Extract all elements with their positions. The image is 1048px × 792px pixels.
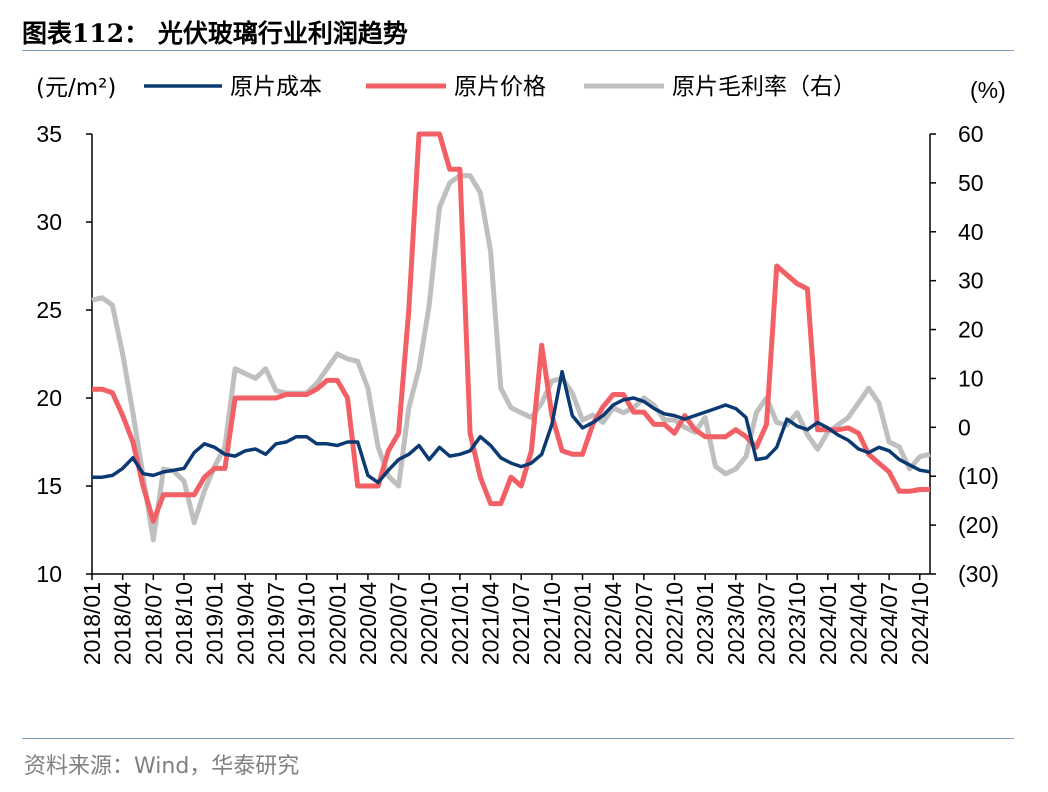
- x-tick-label: 2019/01: [202, 582, 228, 665]
- right-y-tick-label: 30: [958, 268, 984, 294]
- x-tick-label: 2023/04: [723, 582, 749, 665]
- left-y-tick-label: 35: [36, 121, 62, 147]
- x-tick-label: 2021/01: [447, 582, 473, 665]
- chart-title: 图表112： 光伏玻璃行业利润趋势: [22, 19, 408, 48]
- x-tick-label: 2021/10: [539, 582, 565, 665]
- x-tick-label: 2020/01: [324, 582, 350, 665]
- x-tick-label: 2024/04: [845, 582, 871, 665]
- x-tick-label: 2024/07: [876, 582, 902, 665]
- right-y-tick-label: 10: [958, 365, 984, 391]
- x-tick-label: 2018/10: [171, 582, 197, 665]
- footer-divider: [22, 738, 1014, 739]
- x-tick-label: 2022/07: [631, 582, 657, 665]
- chart-plot-area: [91, 131, 931, 543]
- left-y-tick-label: 10: [36, 561, 62, 587]
- left-y-tick-label: 25: [36, 297, 62, 323]
- right-y-tick-label: (20): [958, 512, 999, 538]
- right-y-tick-label: 0: [958, 414, 971, 440]
- x-tick-label: 2021/07: [508, 582, 534, 665]
- source-note: 资料来源：Wind，华泰研究: [24, 754, 300, 779]
- series-line-margin: [91, 173, 931, 543]
- x-tick-label: 2021/04: [478, 582, 504, 665]
- left-y-tick-label: 20: [36, 385, 62, 411]
- left-y-tick-label: 30: [36, 209, 62, 235]
- x-tick-label: 2023/01: [692, 582, 718, 665]
- right-y-tick-label: (30): [958, 561, 999, 587]
- title-divider: [22, 50, 1014, 51]
- left-axis-unit: (元/m²): [36, 75, 116, 101]
- x-tick-label: 2022/04: [600, 582, 626, 665]
- x-tick-label: 2023/10: [784, 582, 810, 665]
- x-tick-label: 2019/07: [263, 582, 289, 665]
- x-tick-label: 2023/07: [753, 582, 779, 665]
- right-y-tick-label: (10): [958, 463, 999, 489]
- legend-label: 原片毛利率（右）: [672, 74, 856, 100]
- series-line-price: [92, 131, 930, 524]
- x-tick-label: 2018/01: [79, 582, 105, 665]
- legend-label: 原片成本: [230, 74, 322, 100]
- legend-label: 原片价格: [454, 74, 546, 100]
- x-tick-label: 2022/01: [570, 582, 596, 665]
- right-axis-unit: (%): [970, 77, 1006, 103]
- x-tick-label: 2020/07: [386, 582, 412, 665]
- right-y-tick-label: 50: [958, 170, 984, 196]
- x-tick-label: 2018/04: [110, 582, 136, 665]
- x-tick-label: 2020/04: [355, 582, 381, 665]
- x-tick-label: 2024/10: [907, 582, 933, 665]
- x-tick-label: 2019/04: [232, 582, 258, 665]
- chart-legend: 原片成本 原片价格 原片毛利率（右）: [144, 74, 856, 100]
- right-y-tick-label: 60: [958, 121, 984, 147]
- x-tick-label: 2019/10: [294, 582, 320, 665]
- left-y-tick-label: 15: [36, 473, 62, 499]
- chart-axes: 10 15 20 25 30 35 (30) (20) (10) 0 10 20 30 40 50 60 201…: [36, 75, 1006, 665]
- right-y-tick-label: 20: [958, 317, 984, 343]
- x-tick-label: 2022/10: [662, 582, 688, 665]
- right-y-tick-label: 40: [958, 219, 984, 245]
- x-tick-label: 2024/01: [815, 582, 841, 665]
- x-tick-label: 2020/10: [416, 582, 442, 665]
- x-tick-label: 2018/07: [140, 582, 166, 665]
- series-line-cost: [92, 369, 931, 485]
